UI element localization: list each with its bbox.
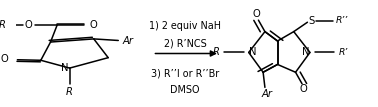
Text: R: R <box>0 20 6 30</box>
Text: N: N <box>302 47 309 57</box>
Text: S: S <box>308 16 315 26</box>
Text: 2) R’NCS: 2) R’NCS <box>164 38 206 48</box>
Text: O: O <box>253 9 260 19</box>
Text: DMSO: DMSO <box>170 85 200 95</box>
Text: 1) 2 equiv NaH: 1) 2 equiv NaH <box>149 21 221 31</box>
Text: O: O <box>1 54 9 64</box>
Text: R: R <box>66 87 73 97</box>
Text: O: O <box>300 84 308 94</box>
Text: N: N <box>249 47 257 57</box>
Text: R: R <box>213 47 220 57</box>
Text: O: O <box>24 20 32 30</box>
Text: 3) R’’I or R’’Br: 3) R’’I or R’’Br <box>151 68 219 78</box>
Text: R’: R’ <box>338 48 348 57</box>
Text: N: N <box>61 63 69 73</box>
Text: O: O <box>90 20 98 30</box>
Text: Ar: Ar <box>261 89 272 99</box>
Text: R’’: R’’ <box>336 16 349 25</box>
Text: Ar: Ar <box>123 36 134 46</box>
